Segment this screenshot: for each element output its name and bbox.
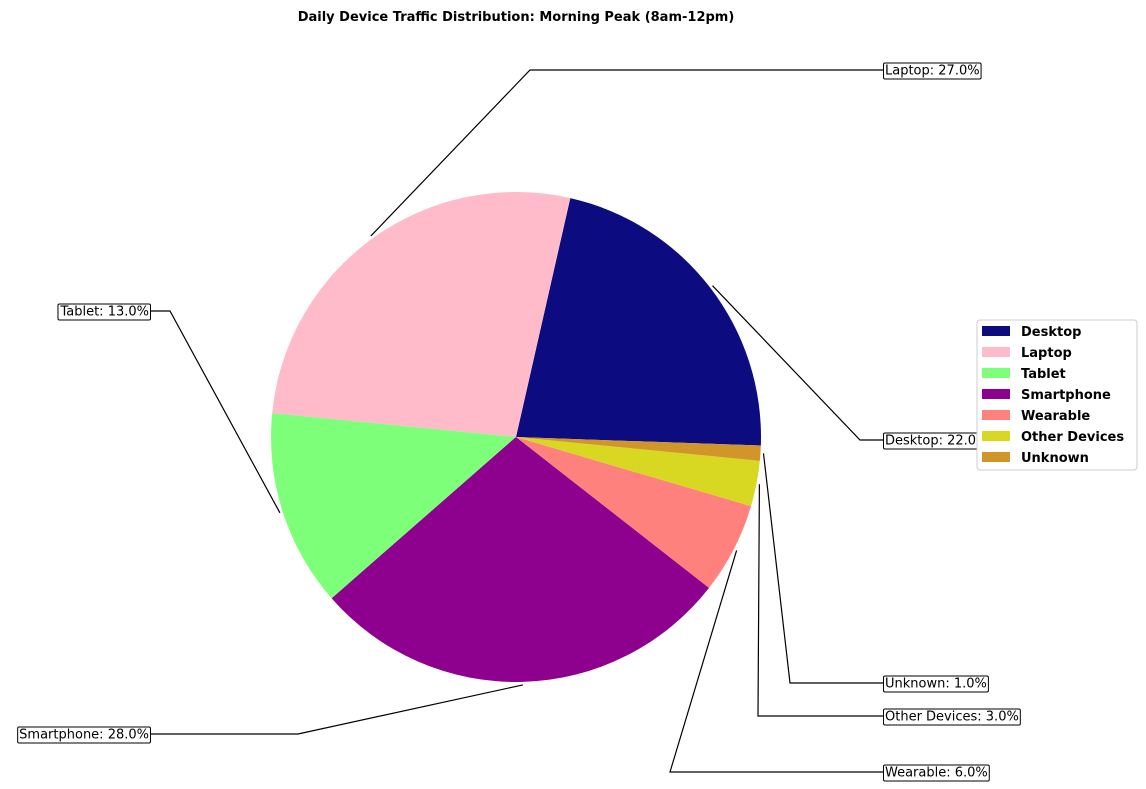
legend-swatch-laptop	[982, 347, 1010, 357]
legend-label-desktop: Desktop	[1021, 325, 1081, 340]
callout-line-tablet	[150, 311, 280, 513]
legend-swatch-unknown	[982, 452, 1010, 462]
legend-label-smartphone: Smartphone	[1021, 388, 1111, 403]
callout-label-wearable: Wearable: 6.0%	[884, 765, 990, 781]
chart-title: Daily Device Traffic Distribution: Morni…	[298, 10, 735, 25]
legend-swatch-smartphone	[982, 389, 1010, 399]
callout-text: Tablet: 13.0%	[59, 305, 149, 320]
callout-line-unknown	[764, 453, 885, 683]
legend-label-tablet: Tablet	[1021, 367, 1066, 382]
callout-line-smartphone	[150, 685, 523, 734]
legend-swatch-tablet	[982, 368, 1010, 378]
legend-label-other-devices: Other Devices	[1021, 430, 1124, 445]
callout-text: Desktop: 22.0%	[885, 434, 988, 449]
callout-label-other-devices: Other Devices: 3.0%	[884, 709, 1021, 725]
pie-slices	[271, 192, 761, 682]
callout-line-other-devices	[758, 484, 884, 716]
callout-label-tablet: Tablet: 13.0%	[58, 304, 151, 320]
callout-text: Smartphone: 28.0%	[19, 728, 149, 743]
callout-label-smartphone: Smartphone: 28.0%	[18, 727, 151, 743]
callout-text: Laptop: 27.0%	[885, 64, 980, 79]
callout-label-unknown: Unknown: 1.0%	[884, 676, 989, 692]
legend-swatch-desktop	[982, 326, 1010, 336]
legend-label-unknown: Unknown	[1021, 451, 1089, 466]
callout-label-desktop: Desktop: 22.0%	[884, 433, 990, 449]
legend-label-wearable: Wearable	[1021, 409, 1090, 424]
callout-label-laptop: Laptop: 27.0%	[884, 63, 982, 79]
legend-swatch-other-devices	[982, 431, 1010, 441]
callout-text: Other Devices: 3.0%	[885, 710, 1019, 725]
legend: Desktop Laptop Tablet Smartphone Wearable Oth…	[977, 320, 1137, 470]
legend-label-laptop: Laptop	[1021, 346, 1072, 361]
callout-text: Wearable: 6.0%	[885, 766, 988, 781]
callout-text: Unknown: 1.0%	[885, 677, 987, 692]
legend-swatch-wearable	[982, 410, 1010, 420]
